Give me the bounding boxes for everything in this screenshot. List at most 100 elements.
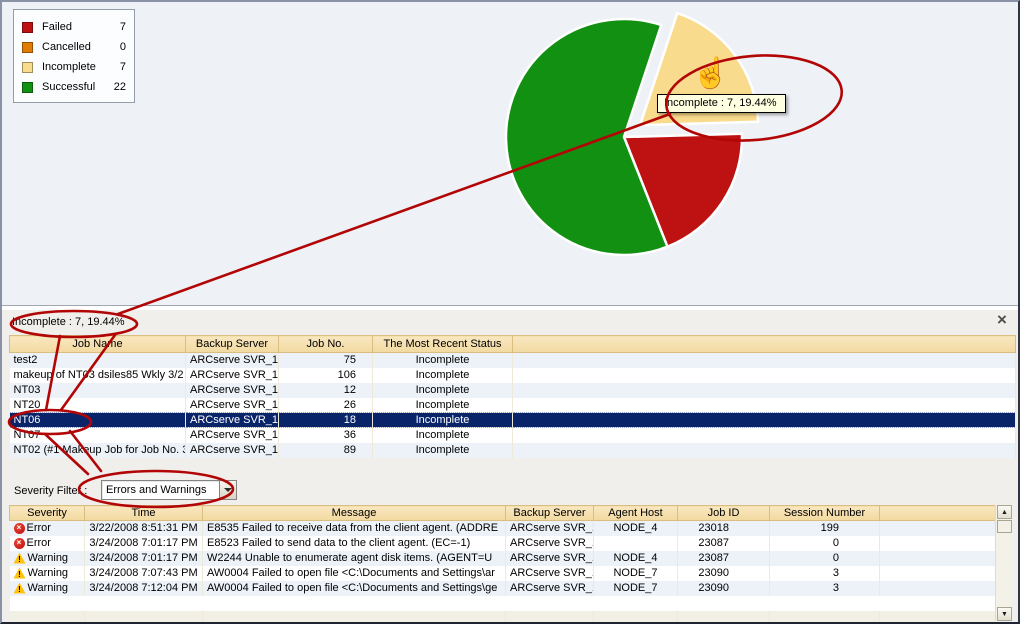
column-header-job-no[interactable]: Job No. <box>278 335 373 353</box>
severity-text: Warning <box>27 552 69 564</box>
filler-cell <box>879 520 1002 536</box>
status-cell: Incomplete <box>372 367 513 383</box>
severity-text: Error <box>26 537 51 549</box>
log-row[interactable]: × ! Error 3/24/2008 7:01:17 PM E8523 Fai… <box>9 535 1002 551</box>
legend-value: 0 <box>119 41 126 53</box>
dropdown-button[interactable] <box>219 481 236 499</box>
legend-item: Cancelled 0 <box>22 37 126 57</box>
column-header-job-name[interactable]: Job Name <box>9 335 186 353</box>
panel-title: Incomplete : 7, 19.44% <box>12 316 125 328</box>
time-cell: 3/24/2008 7:07:43 PM <box>84 565 203 581</box>
log-row[interactable]: × ! Warning 3/24/2008 7:01:17 PM W2244 U… <box>9 550 1002 566</box>
filler-cell <box>879 565 1002 581</box>
filler-cell <box>512 412 1016 428</box>
log-row[interactable]: × ! Warning 3/24/2008 7:12:04 PM AW0004 … <box>9 580 1002 596</box>
filler-cell <box>512 397 1016 413</box>
legend-label: Cancelled <box>42 41 91 53</box>
chart-region: Failed 7 Cancelled 0 Incomplete 7 <box>2 2 1018 305</box>
status-cell: Incomplete <box>372 382 513 398</box>
legend-value: 7 <box>119 21 126 33</box>
column-header-message[interactable]: Message <box>202 505 506 521</box>
scrollbar-thumb[interactable] <box>997 520 1012 533</box>
close-icon[interactable]: × <box>997 310 1007 329</box>
column-header-backup-server[interactable]: Backup Server <box>185 335 279 353</box>
session-number-cell: 3 <box>769 565 880 581</box>
severity-text: Error <box>26 522 51 535</box>
message-cell: AW0004 Failed to open file <C:\Documents… <box>202 565 506 581</box>
legend-label: Failed <box>42 21 72 33</box>
job-row[interactable]: NT06 ARCserve SVR_1 18 Incomplete <box>9 412 1016 428</box>
legend-item: Failed 7 <box>22 17 126 37</box>
column-header-filler <box>512 335 1016 353</box>
job-name-cell: NT06 <box>9 412 186 428</box>
status-cell: Incomplete <box>372 427 513 443</box>
column-header-job-id[interactable]: Job ID <box>677 505 770 521</box>
column-header-filler <box>879 505 1002 521</box>
severity-cell: × ! Error <box>9 520 85 536</box>
legend-value: 7 <box>119 61 126 73</box>
column-header-time[interactable]: Time <box>84 505 203 521</box>
job-id-cell: 23087 <box>677 535 770 551</box>
drilldown-panel: Incomplete : 7, 19.44% × Job Name Backup… <box>2 310 1018 622</box>
log-server-cell: ARCserve SVR_1 <box>505 550 594 566</box>
warning-icon: ! <box>13 567 26 579</box>
filler-cell <box>879 535 1002 551</box>
job-no-cell: 18 <box>278 412 373 428</box>
time-cell: 3/24/2008 7:12:04 PM <box>84 580 203 596</box>
backup-server-cell: ARCserve SVR_1 <box>185 427 279 443</box>
job-row[interactable]: makeup of NT03 dsiles85 Wkly 3/2 ARCserv… <box>9 367 1016 383</box>
hand-cursor-icon: ☝ <box>692 57 730 90</box>
job-row[interactable]: test2 ARCserve SVR_1 75 Incomplete <box>9 352 1016 368</box>
job-row[interactable]: NT03 ARCserve SVR_1 12 Incomplete <box>9 382 1016 398</box>
session-number-cell: 0 <box>769 550 880 566</box>
agent-host-cell: NODE_4 <box>593 520 678 536</box>
warning-icon: ! <box>13 582 26 594</box>
filler-cell <box>879 550 1002 566</box>
job-row[interactable]: NT02 (#1 Makeup Job for Job No. 3 ARCser… <box>9 442 1016 458</box>
severity-cell: × ! Warning <box>9 550 85 566</box>
job-name-cell: test2 <box>9 352 186 368</box>
backup-server-cell: ARCserve SVR_1 <box>185 367 279 383</box>
column-header-log-backup-server[interactable]: Backup Server <box>505 505 594 521</box>
column-header-severity[interactable]: Severity <box>9 505 85 521</box>
job-row[interactable]: NT20 ARCserve SVR_1 26 Incomplete <box>9 397 1016 413</box>
backup-server-cell: ARCserve SVR_1 <box>185 442 279 458</box>
job-id-cell: 23090 <box>677 580 770 596</box>
severity-cell: × ! Error <box>9 535 85 551</box>
log-vertical-scrollbar[interactable]: ▲ ▼ <box>995 505 1012 621</box>
legend-item: Incomplete 7 <box>22 57 126 77</box>
filler-cell <box>512 442 1016 458</box>
job-name-cell: NT02 (#1 Makeup Job for Job No. 3 <box>9 442 186 458</box>
log-row[interactable]: × ! Warning 3/24/2008 7:07:43 PM AW0004 … <box>9 565 1002 581</box>
job-no-cell: 36 <box>278 427 373 443</box>
time-cell: 3/24/2008 7:01:17 PM <box>84 535 203 551</box>
agent-host-cell: NODE_7 <box>593 565 678 581</box>
job-name-cell: NT20 <box>9 397 186 413</box>
pie-slice-tooltip: Incomplete : 7, 19.44% <box>657 94 786 113</box>
message-cell: E8523 Failed to send data to the client … <box>202 535 506 551</box>
message-cell: W2244 Unable to enumerate agent disk ite… <box>202 550 506 566</box>
scroll-down-icon[interactable]: ▼ <box>997 607 1012 621</box>
legend-label: Successful <box>42 81 96 93</box>
log-server-cell: ARCserve SVR_1 <box>505 520 594 536</box>
log-row[interactable]: × ! Error 3/22/2008 8:51:31 PM E8535 Fai… <box>9 520 1002 536</box>
status-cell: Incomplete <box>372 397 513 413</box>
column-header-agent-host[interactable]: Agent Host <box>593 505 678 521</box>
severity-filter-label: Severity Filter : <box>14 485 88 497</box>
job-no-cell: 12 <box>278 382 373 398</box>
column-header-recent-status[interactable]: The Most Recent Status <box>372 335 513 353</box>
job-id-cell: 23090 <box>677 565 770 581</box>
session-number-cell: 0 <box>769 535 880 551</box>
job-no-cell: 26 <box>278 397 373 413</box>
job-name-cell: makeup of NT03 dsiles85 Wkly 3/2 <box>9 367 186 383</box>
scroll-up-icon[interactable]: ▲ <box>997 505 1012 519</box>
job-row[interactable]: NT07 ARCserve SVR_1 36 Incomplete <box>9 427 1016 443</box>
legend-label: Incomplete <box>42 61 96 73</box>
severity-filter-dropdown[interactable]: Errors and Warnings <box>101 480 237 500</box>
legend-color-swatch <box>22 81 33 93</box>
job-no-cell: 75 <box>278 352 373 368</box>
column-header-session-number[interactable]: Session Number <box>769 505 880 521</box>
backup-server-cell: ARCserve SVR_1 <box>185 397 279 413</box>
log-server-cell: ARCserve SVR_1 <box>505 580 594 596</box>
